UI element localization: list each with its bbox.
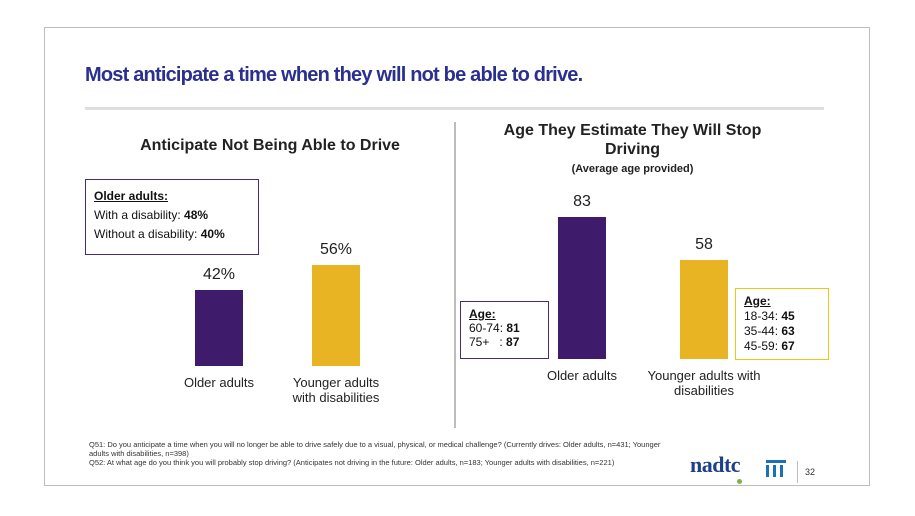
without-disability-line: Without a disability: 40% xyxy=(94,225,250,244)
category-label: Younger adults with disabilities xyxy=(292,375,380,405)
with-disability-label: With a disability: xyxy=(94,208,185,222)
bar-younger-adults xyxy=(680,259,728,359)
bar-value-label: 58 xyxy=(695,235,713,253)
slide-frame xyxy=(44,27,870,486)
nadtc-logo: nadtc xyxy=(690,452,741,477)
right-chart-subtitle: (Average age provided) xyxy=(571,163,694,175)
title-rule xyxy=(85,107,824,110)
age-18-34-label: 18-34: xyxy=(744,309,782,323)
age-60-74-label: 60-74: xyxy=(469,321,507,335)
bar-value-label: 42% xyxy=(202,265,236,283)
younger-adults-age-box: Age: 18-34: 45 35-44: 63 45-59: 67 xyxy=(735,288,829,360)
age-45-59-label: 45-59: xyxy=(744,339,782,353)
age-45-59-line: 45-59: 67 xyxy=(744,339,820,354)
age-35-44-line: 35-44: 63 xyxy=(744,324,820,339)
footnote-q51: Q51: Do you anticipate a time when you w… xyxy=(89,440,661,458)
bar-value-label: 56% xyxy=(319,240,353,258)
age-35-44-label: 35-44: xyxy=(744,324,782,338)
panel-divider xyxy=(454,122,456,428)
age-18-34-line: 18-34: 45 xyxy=(744,309,820,324)
category-label: Older adults xyxy=(183,375,255,390)
age-75-plus-line: 75+ : 87 xyxy=(469,335,540,349)
younger-age-heading: Age: xyxy=(744,294,771,308)
footnote-q52: Q52: At what age do you think you will p… xyxy=(89,458,615,467)
older-age-heading: Age: xyxy=(469,307,496,321)
age-75-plus-value: 87 xyxy=(506,335,520,349)
age-60-74-value: 81 xyxy=(506,321,520,335)
older-adults-heading: Older adults: xyxy=(94,189,169,203)
age-75-plus-label: 75+ : xyxy=(469,335,507,349)
slide-title: Most anticipate a time when they will no… xyxy=(85,64,583,86)
right-chart-title: Age They Estimate They Will Stop Driving xyxy=(503,122,762,158)
age-60-74-line: 60-74: 81 xyxy=(469,321,540,335)
age-45-59-value: 67 xyxy=(781,339,795,353)
with-disability-value: 48% xyxy=(184,208,209,222)
bar-value-label: 83 xyxy=(573,193,591,211)
footnotes: Q51: Do you anticipate a time when you w… xyxy=(89,440,679,467)
bar-older-adults xyxy=(558,217,606,359)
transit-logo-icon xyxy=(766,460,786,477)
bar-older-adults xyxy=(195,289,243,366)
age-18-34-value: 45 xyxy=(781,309,795,323)
with-disability-line: With a disability: 48% xyxy=(94,206,250,225)
left-chart-title: Anticipate Not Being Able to Drive xyxy=(140,137,400,154)
category-label: Younger adults with disabilities xyxy=(647,368,761,398)
older-adults-disability-box: Older adults: With a disability: 48% Wit… xyxy=(85,179,259,255)
bar-younger-adults xyxy=(312,264,360,366)
page-number-divider xyxy=(797,461,798,483)
age-35-44-value: 63 xyxy=(781,324,795,338)
without-disability-label: Without a disability: xyxy=(94,227,201,241)
without-disability-value: 40% xyxy=(200,227,225,241)
page-number: 32 xyxy=(805,467,816,477)
logo-dot-icon xyxy=(737,479,742,484)
older-adults-age-box: Age: 60-74: 81 75+ : 87 xyxy=(460,301,549,359)
category-label: Older adults xyxy=(546,368,618,383)
